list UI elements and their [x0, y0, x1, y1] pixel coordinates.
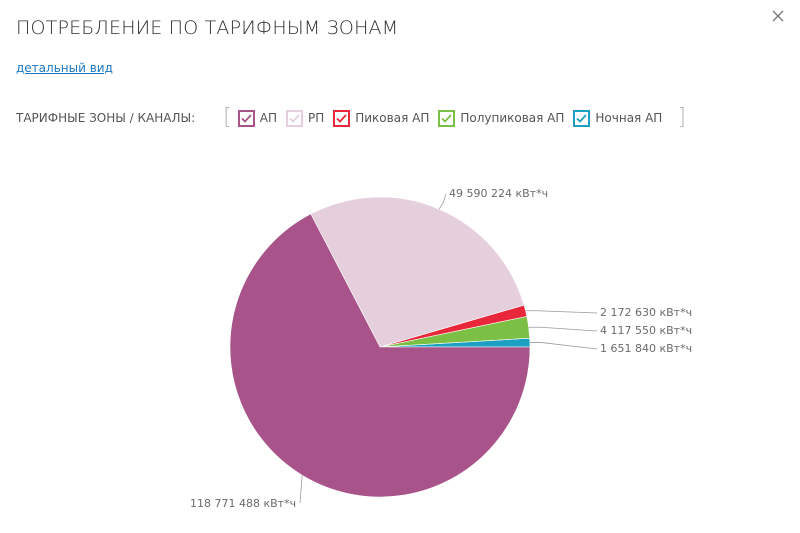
- pie-slice-1[interactable]: [229, 213, 531, 498]
- label-connector-4: [528, 326, 598, 332]
- data-label-1: 118 771 488 кВт*ч: [190, 497, 296, 510]
- legend: ТАРИФНЫЕ ЗОНЫ / КАНАЛЫ: [ АП РП Пиковая АП…: [16, 106, 692, 130]
- checkbox-icon[interactable]: [237, 109, 255, 127]
- legend-item-5[interactable]: Ночная АП: [573, 109, 663, 127]
- checkbox-icon[interactable]: [285, 109, 303, 127]
- label-connector-3: [525, 310, 598, 314]
- legend-item-2[interactable]: РП: [285, 109, 325, 127]
- label-connector-2: [438, 193, 447, 210]
- data-label-5: 1 651 840 кВт*ч: [600, 342, 692, 355]
- legend-item-label: АП: [259, 111, 277, 125]
- legend-item-3[interactable]: Пиковая АП: [333, 109, 430, 127]
- legend-item-1[interactable]: АП: [237, 109, 277, 127]
- page-title: ПОТРЕБЛЕНИЕ ПО ТАРИФНЫМ ЗОНАМ: [16, 17, 399, 39]
- label-connector-5: [529, 342, 598, 350]
- legend-bracket-left: [: [223, 105, 232, 130]
- close-icon[interactable]: [770, 8, 786, 24]
- legend-items: АП РП Пиковая АП Полупиковая АП Ночная АП: [237, 109, 672, 127]
- checkbox-icon[interactable]: [573, 109, 591, 127]
- label-connector-1: [299, 475, 303, 504]
- legend-label: ТАРИФНЫЕ ЗОНЫ / КАНАЛЫ:: [16, 111, 196, 125]
- legend-item-label: Полупиковая АП: [460, 111, 565, 125]
- legend-item-4[interactable]: Полупиковая АП: [438, 109, 565, 127]
- legend-item-label: Ночная АП: [595, 111, 663, 125]
- checkbox-icon[interactable]: [438, 109, 456, 127]
- legend-item-label: Пиковая АП: [355, 111, 430, 125]
- data-label-4: 4 117 550 кВт*ч: [600, 324, 692, 337]
- legend-item-label: РП: [307, 111, 325, 125]
- detail-view-link[interactable]: детальный вид: [16, 61, 113, 75]
- legend-bracket-right: ]: [677, 105, 686, 130]
- data-label-3: 2 172 630 кВт*ч: [600, 306, 692, 319]
- checkbox-icon[interactable]: [333, 109, 351, 127]
- data-label-2: 49 590 224 кВт*ч: [449, 187, 548, 200]
